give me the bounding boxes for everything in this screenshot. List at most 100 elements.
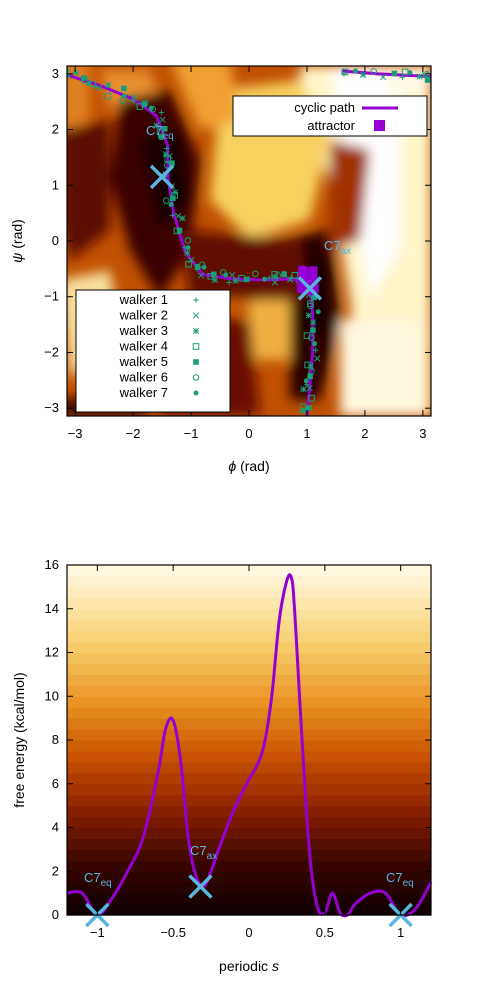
energy-band xyxy=(67,619,431,632)
energy-band xyxy=(67,575,431,588)
walker-point xyxy=(307,302,314,310)
y-tick-label: −1 xyxy=(44,289,59,304)
energy-band xyxy=(67,663,431,675)
walker-point xyxy=(308,394,315,402)
state-label-c7eq-left: C7eq xyxy=(84,870,112,889)
walker-point xyxy=(188,256,195,264)
walker-point xyxy=(416,73,423,80)
walker-point xyxy=(226,279,232,286)
state-label-c7ax: C7ax xyxy=(324,238,351,257)
walker-point xyxy=(185,245,191,251)
x-tick-label: 3 xyxy=(419,426,426,441)
x-tick-label-bottom: 0.5 xyxy=(316,925,334,940)
walker-point xyxy=(201,264,207,270)
walker-point xyxy=(307,373,313,380)
walker-point xyxy=(158,109,165,116)
legend-walker-marker xyxy=(193,359,199,365)
walker-point xyxy=(305,312,312,319)
energy-band xyxy=(67,707,431,719)
y-tick-label-bottom: 16 xyxy=(45,557,59,572)
legend-walker-label: walker 3 xyxy=(119,323,168,338)
walker-point xyxy=(161,125,168,132)
energy-band xyxy=(67,674,431,686)
x-ticks: −3 −2 −1 0 1 2 3 xyxy=(68,66,427,441)
background-bands xyxy=(67,565,431,916)
walker-point xyxy=(271,271,278,278)
walker-point xyxy=(399,74,406,81)
walker-point xyxy=(153,122,160,129)
state-markers xyxy=(149,164,323,301)
walker-point xyxy=(182,244,188,251)
state-label-c7eq: C7eq xyxy=(146,123,174,142)
walker-point xyxy=(92,84,98,90)
walker-point xyxy=(308,368,315,375)
energy-band xyxy=(67,783,431,796)
energy-band xyxy=(67,750,431,763)
energy-band xyxy=(67,740,431,752)
y-tick-label: −3 xyxy=(44,400,59,415)
walker-point xyxy=(341,68,349,76)
energy-band xyxy=(67,597,431,610)
energy-band xyxy=(67,893,431,905)
y-ticks-bottom: 0 2 4 6 8 10 12 14 16 xyxy=(45,557,431,922)
walker-point xyxy=(219,269,227,276)
state-cross xyxy=(297,276,323,301)
walker-point xyxy=(185,260,192,268)
walker-point xyxy=(169,212,176,219)
x-ticks-bottom: −1 −0.5 0 0.5 1 xyxy=(90,565,404,940)
walker-point xyxy=(311,294,317,301)
x-tick-label-bottom: 0 xyxy=(245,925,252,940)
y-tick-label-bottom: 14 xyxy=(45,601,59,616)
legend-walker-marker xyxy=(193,297,199,303)
walker-point xyxy=(421,71,429,79)
walker-point xyxy=(281,270,287,276)
walker-point xyxy=(312,341,318,347)
walker-point xyxy=(197,272,205,279)
walker-point xyxy=(252,270,259,278)
state-label-c7eq-right: C7eq xyxy=(386,870,414,889)
x-tick-label: 1 xyxy=(303,426,310,441)
walker-point xyxy=(158,133,164,139)
top-panel: −3 −2 −1 0 1 2 3 3 2 1 0 −1 −2 −3 ϕ (rad) ψ (rad) cy… xyxy=(9,65,432,474)
walker-point xyxy=(168,202,174,208)
walker-point xyxy=(223,272,229,278)
energy-band xyxy=(67,729,431,741)
walker-point xyxy=(229,271,236,279)
walker-point xyxy=(310,327,316,333)
legend-walker-label: walker 4 xyxy=(119,339,168,354)
walker-point xyxy=(141,101,148,108)
walker-point xyxy=(307,300,314,308)
x-tick-label: −3 xyxy=(68,426,83,441)
legend-walker-marker xyxy=(192,312,200,319)
walker-point xyxy=(121,85,127,92)
walker-point xyxy=(309,319,317,326)
y-tick-label-bottom: 6 xyxy=(52,776,59,791)
walker-point xyxy=(159,116,166,123)
walker-point xyxy=(174,212,182,220)
state-label-c7ax-bottom: C7ax xyxy=(190,843,217,862)
state-cross-bottom xyxy=(188,874,213,899)
legend-walker-marker xyxy=(193,390,199,396)
energy-band xyxy=(67,805,431,818)
walker-point xyxy=(301,407,307,413)
walker-point xyxy=(130,94,137,101)
walker-point xyxy=(304,361,311,369)
legend-path: cyclic path attractor xyxy=(232,95,428,137)
legend-walker-label: walker 7 xyxy=(119,385,168,400)
walker-point xyxy=(424,77,431,83)
legend-walker-label: walker 5 xyxy=(119,354,168,369)
energy-band xyxy=(67,641,431,654)
bottom-panel: −1 −0.5 0 0.5 1 0 2 4 6 8 10 12 14 16 periodic s fre… xyxy=(11,557,433,974)
x-tick-label: 2 xyxy=(361,426,368,441)
y-tick-label-bottom: 0 xyxy=(52,907,59,922)
walker-point xyxy=(315,309,321,315)
walker-point xyxy=(303,378,309,384)
y-tick-label-bottom: 12 xyxy=(45,645,59,660)
energy-band xyxy=(67,630,431,643)
walker-point xyxy=(298,408,305,415)
x-tick-label-bottom: −0.5 xyxy=(160,925,186,940)
x-tick-label: 0 xyxy=(245,426,252,441)
walker-point xyxy=(148,105,154,111)
y-tick-label: 2 xyxy=(52,122,59,137)
